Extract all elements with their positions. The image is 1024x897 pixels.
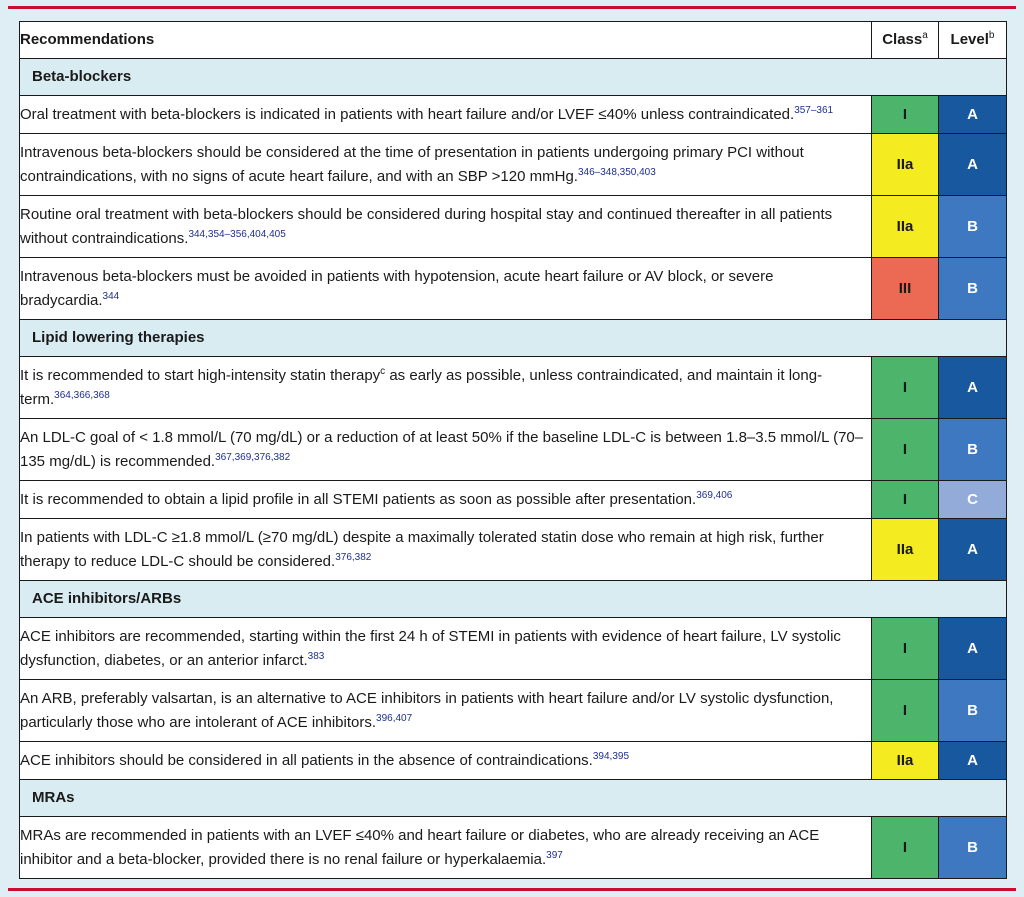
reference-numbers: 346–348,350,403 [577, 166, 656, 178]
level-badge: B [938, 257, 1007, 320]
section-title: Beta-blockers [19, 58, 1007, 96]
reference-numbers: 376,382 [335, 551, 372, 563]
class-badge: I [871, 356, 939, 419]
section-row-lipid-lowering: Lipid lowering therapies [19, 319, 1007, 357]
table-row: MRAs are recommended in patients with an… [19, 816, 1007, 879]
top-rule [8, 6, 1016, 9]
table-row: ACE inhibitors should be considered in a… [19, 741, 1007, 780]
table-header-row: Recommendations Classa Levelb [19, 21, 1007, 59]
level-badge: A [938, 617, 1007, 680]
reference-numbers: 357–361 [794, 104, 834, 116]
reference-numbers: 383 [307, 650, 325, 662]
header-recommendations: Recommendations [19, 21, 872, 59]
class-badge: IIa [871, 741, 939, 780]
recommendation-text: An ARB, preferably valsartan, is an alte… [19, 679, 872, 742]
header-class: Classa [871, 21, 939, 59]
level-badge: B [938, 679, 1007, 742]
reference-numbers: 344 [102, 290, 120, 302]
level-badge: A [938, 518, 1007, 581]
table-row: It is recommended to obtain a lipid prof… [19, 480, 1007, 519]
level-badge: A [938, 356, 1007, 419]
reference-numbers: 369,406 [696, 489, 733, 501]
recommendation-text: In patients with LDL-C ≥1.8 mmol/L (≥70 … [19, 518, 872, 581]
table-row: Intravenous beta-blockers must be avoide… [19, 257, 1007, 320]
class-badge: IIa [871, 195, 939, 258]
section-row-beta-blockers: Beta-blockers [19, 58, 1007, 96]
footnote-marker: c [380, 365, 386, 377]
section-title: MRAs [19, 779, 1007, 817]
table-row: ACE inhibitors are recommended, starting… [19, 617, 1007, 680]
table-row: An LDL-C goal of < 1.8 mmol/L (70 mg/dL)… [19, 418, 1007, 481]
level-badge: B [938, 195, 1007, 258]
reference-numbers: 364,366,368 [54, 389, 110, 401]
recommendation-text: Intravenous beta-blockers must be avoide… [19, 257, 872, 320]
level-badge: C [938, 480, 1007, 519]
class-badge: IIa [871, 518, 939, 581]
recommendation-text: Routine oral treatment with beta-blocker… [19, 195, 872, 258]
section-row-ace-inhibitors: ACE inhibitors/ARBs [19, 580, 1007, 618]
level-badge: A [938, 95, 1007, 134]
section-row-mras: MRAs [19, 779, 1007, 817]
class-badge: IIa [871, 133, 939, 196]
class-badge: I [871, 95, 939, 134]
class-badge: I [871, 816, 939, 879]
level-badge: B [938, 816, 1007, 879]
recommendation-text: ACE inhibitors should be considered in a… [19, 741, 872, 780]
table-row: It is recommended to start high-intensit… [19, 356, 1007, 419]
reference-numbers: 396,407 [376, 712, 413, 724]
reference-numbers: 344,354–356,404,405 [188, 228, 286, 240]
reference-numbers: 394,395 [592, 750, 630, 762]
recommendation-text: Intravenous beta-blockers should be cons… [19, 133, 872, 196]
recommendation-text: MRAs are recommended in patients with an… [19, 816, 872, 879]
header-level: Levelb [938, 21, 1007, 59]
class-badge: I [871, 480, 939, 519]
recommendation-text: It is recommended to obtain a lipid prof… [19, 480, 872, 519]
recommendation-text: It is recommended to start high-intensit… [19, 356, 872, 419]
section-title: Lipid lowering therapies [19, 319, 1007, 357]
class-badge: I [871, 617, 939, 680]
table-row: In patients with LDL-C ≥1.8 mmol/L (≥70 … [19, 518, 1007, 581]
recommendation-text: An LDL-C goal of < 1.8 mmol/L (70 mg/dL)… [19, 418, 872, 481]
reference-numbers: 397 [546, 849, 563, 861]
recommendation-text: Oral treatment with beta-blockers is ind… [19, 95, 872, 134]
bottom-rule [8, 888, 1016, 891]
table-row: An ARB, preferably valsartan, is an alte… [19, 679, 1007, 742]
level-badge: A [938, 133, 1007, 196]
recommendations-table: Recommendations Classa Levelb Beta-block… [19, 21, 1007, 879]
reference-numbers: 367,369,376,382 [215, 451, 291, 463]
section-title: ACE inhibitors/ARBs [19, 580, 1007, 618]
class-badge: I [871, 418, 939, 481]
level-badge: B [938, 418, 1007, 481]
class-badge: I [871, 679, 939, 742]
table-row: Oral treatment with beta-blockers is ind… [19, 95, 1007, 134]
level-badge: A [938, 741, 1007, 780]
class-badge: III [871, 257, 939, 320]
table-row: Intravenous beta-blockers should be cons… [19, 133, 1007, 196]
table-row: Routine oral treatment with beta-blocker… [19, 195, 1007, 258]
recommendation-text: ACE inhibitors are recommended, starting… [19, 617, 872, 680]
